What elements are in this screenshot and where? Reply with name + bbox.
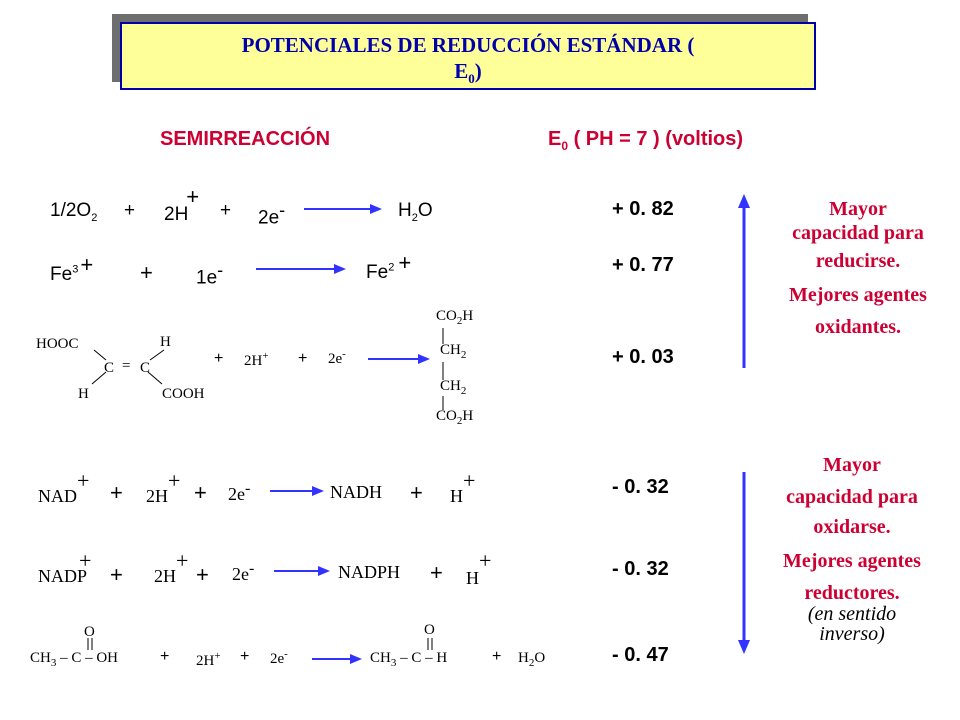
r4-plus1: + xyxy=(110,480,123,505)
r5-plus1: + xyxy=(110,562,123,587)
r1-arrow xyxy=(304,204,382,214)
r4-h: 2H+ xyxy=(146,468,181,506)
r1-h: 2H+ xyxy=(164,184,200,225)
r4-nad: NAD+ xyxy=(38,468,90,506)
r6-carbonyl-1 xyxy=(87,638,93,650)
r6-acetaldehyde: CH3 – C – H xyxy=(370,650,448,669)
r6-e: 2e- xyxy=(270,648,288,667)
potential-5: - 0. 32 xyxy=(612,558,669,580)
r3-h-bottom: H xyxy=(78,386,89,402)
r3-c2: C xyxy=(140,360,151,376)
r1-plus1: + xyxy=(124,200,136,221)
r3-plus2: + xyxy=(298,350,308,367)
r3-chain-bonds xyxy=(442,328,444,410)
r3-arrow xyxy=(368,354,430,364)
r4-arrow xyxy=(270,486,324,496)
r6-plus1: + xyxy=(160,648,170,665)
r3-co2h-bottom: CO2H xyxy=(436,408,474,427)
r5-hplus: H+ xyxy=(466,548,492,588)
arrows-svg xyxy=(738,194,750,654)
r6-arrow xyxy=(312,654,362,664)
r3-e: 2e- xyxy=(328,348,346,367)
r6-h2o: H2O xyxy=(518,650,546,669)
r1-plus2: + xyxy=(220,200,232,221)
r6-carbonyl-2 xyxy=(427,638,433,650)
r5-nadp: NADP+ xyxy=(38,548,92,586)
r6-o-top-2: O xyxy=(424,622,435,638)
r4-nadh: NADH xyxy=(330,482,382,502)
header-semirreaccion: SEMIRREACCIÓN xyxy=(160,128,331,150)
potential-4: - 0. 32 xyxy=(612,476,669,498)
arrow-down-head xyxy=(738,640,750,654)
r3-ch2-2: CH2 xyxy=(440,378,467,397)
potential-1: + 0. 82 xyxy=(612,198,674,220)
r6-h: 2H+ xyxy=(196,650,221,669)
r4-plus3: + xyxy=(410,480,423,505)
r2-plus1: + xyxy=(140,260,153,285)
side-top-text: Mayor capacidad para reducirse. Mejores … xyxy=(789,198,927,338)
r5-arrow xyxy=(274,566,330,576)
r3-double-bond: = xyxy=(122,358,131,374)
r3-hooc: HOOC xyxy=(36,336,79,352)
r2-e: 1e- xyxy=(196,260,224,289)
r6-o-top: O xyxy=(84,624,95,640)
header-e0: E0 ( PH = 7 ) (voltios) xyxy=(548,128,744,153)
r3-ch2-1: CH2 xyxy=(440,342,467,361)
side-bottom-text: Mayor capacidad para oxidarse. Mejores a… xyxy=(783,454,921,645)
r4-plus2: + xyxy=(194,480,207,505)
title-line2: E0) xyxy=(454,59,482,87)
r4-e: 2e- xyxy=(228,480,251,504)
r3-cooh: COOH xyxy=(162,386,205,402)
potential-6: - 0. 47 xyxy=(612,644,669,666)
r5-plus3: + xyxy=(430,560,443,585)
r1-o2: 1/2O2 xyxy=(50,200,98,224)
potential-2: + 0. 77 xyxy=(612,254,674,276)
r5-e: 2e- xyxy=(232,560,255,584)
r1-h2o: H2O xyxy=(398,200,433,224)
r2-fe2: Fe2 + xyxy=(366,250,412,283)
r5-nadph: NADPH xyxy=(338,562,401,582)
r3-co2h-top: CO2H xyxy=(436,308,474,327)
r5-h: 2H+ xyxy=(154,548,189,586)
r6-plus2: + xyxy=(240,648,250,665)
potential-3: + 0. 03 xyxy=(612,346,674,368)
r2-fe3: Fe3+ xyxy=(50,252,94,285)
page-title: POTENCIALES DE REDUCCIÓN ESTÁNDAR ( E0) xyxy=(120,22,816,90)
r1-e: 2e- xyxy=(258,200,286,229)
r3-h-top: H xyxy=(160,334,171,350)
r3-plus1: + xyxy=(214,350,224,367)
r3-h: 2H+ xyxy=(244,350,269,369)
r5-plus2: + xyxy=(196,562,209,587)
r4-hplus: H+ xyxy=(450,468,476,506)
r3-c1: C xyxy=(104,360,115,376)
r6-acetic: CH3 – C – OH xyxy=(30,650,119,669)
r2-arrow xyxy=(256,264,346,274)
arrow-up-head xyxy=(738,194,750,208)
r6-plus3: + xyxy=(492,648,502,665)
r3-bonds xyxy=(91,349,165,385)
title-line1: POTENCIALES DE REDUCCIÓN ESTÁNDAR ( xyxy=(241,33,695,57)
